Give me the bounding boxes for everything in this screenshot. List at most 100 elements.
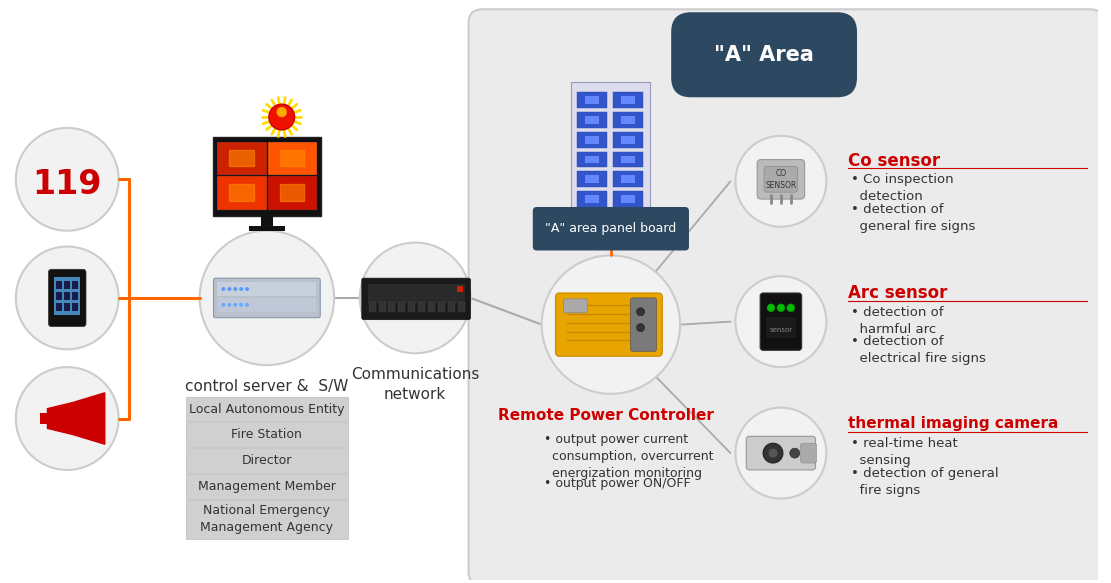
Bar bbox=[621, 116, 634, 124]
Text: • output power ON/OFF: • output power ON/OFF bbox=[543, 477, 690, 490]
Circle shape bbox=[735, 276, 827, 367]
Bar bbox=[268, 176, 318, 210]
Text: Management Member: Management Member bbox=[198, 480, 336, 493]
FancyBboxPatch shape bbox=[801, 443, 817, 463]
Bar bbox=[408, 302, 416, 312]
Bar bbox=[621, 136, 634, 144]
Circle shape bbox=[735, 408, 827, 498]
Circle shape bbox=[360, 243, 471, 353]
Circle shape bbox=[777, 304, 784, 312]
Bar bbox=[72, 292, 78, 300]
Polygon shape bbox=[229, 184, 254, 201]
Bar bbox=[249, 226, 284, 231]
Bar bbox=[186, 474, 348, 498]
Polygon shape bbox=[72, 393, 104, 444]
Bar bbox=[578, 132, 607, 147]
Circle shape bbox=[277, 107, 287, 117]
FancyBboxPatch shape bbox=[533, 207, 689, 251]
Text: thermal imaging camera: thermal imaging camera bbox=[848, 416, 1059, 431]
Circle shape bbox=[239, 287, 243, 291]
Circle shape bbox=[787, 304, 794, 312]
Circle shape bbox=[228, 287, 231, 291]
Bar bbox=[389, 302, 396, 312]
Bar bbox=[621, 195, 634, 203]
FancyBboxPatch shape bbox=[760, 293, 802, 350]
Bar bbox=[448, 302, 454, 312]
Bar bbox=[57, 303, 62, 311]
Text: Co sensor: Co sensor bbox=[848, 152, 940, 170]
Bar bbox=[186, 448, 348, 473]
Bar bbox=[578, 92, 607, 108]
Circle shape bbox=[542, 255, 680, 394]
Bar bbox=[457, 286, 462, 292]
Text: • Co inspection
  detection: • Co inspection detection bbox=[851, 173, 953, 203]
Text: Director: Director bbox=[242, 454, 292, 467]
Bar bbox=[585, 116, 599, 124]
Bar bbox=[72, 281, 78, 289]
Polygon shape bbox=[280, 150, 304, 167]
Bar bbox=[458, 302, 464, 312]
Bar bbox=[369, 302, 376, 312]
Bar bbox=[218, 142, 267, 175]
Bar bbox=[585, 96, 599, 104]
Text: National Emergency
Management Agency: National Emergency Management Agency bbox=[200, 504, 333, 535]
Bar bbox=[578, 171, 607, 187]
Circle shape bbox=[233, 287, 238, 291]
Circle shape bbox=[16, 367, 119, 470]
Bar bbox=[613, 112, 642, 128]
FancyBboxPatch shape bbox=[758, 160, 804, 199]
Bar bbox=[379, 302, 386, 312]
FancyBboxPatch shape bbox=[747, 436, 815, 470]
Bar bbox=[64, 281, 70, 289]
Circle shape bbox=[221, 287, 226, 291]
Bar bbox=[64, 292, 70, 300]
Circle shape bbox=[246, 303, 249, 307]
Polygon shape bbox=[48, 403, 72, 434]
Text: Remote Power Controller: Remote Power Controller bbox=[498, 408, 714, 423]
Bar bbox=[613, 152, 642, 167]
Text: Local Autonomous Entity: Local Autonomous Entity bbox=[189, 403, 344, 416]
Bar bbox=[578, 191, 607, 207]
Circle shape bbox=[767, 304, 775, 312]
Bar bbox=[218, 282, 317, 296]
Circle shape bbox=[233, 303, 238, 307]
Bar bbox=[613, 92, 642, 108]
Circle shape bbox=[228, 303, 231, 307]
Bar bbox=[621, 96, 634, 104]
Bar bbox=[186, 500, 348, 539]
Bar bbox=[438, 302, 444, 312]
Bar bbox=[64, 303, 70, 311]
Text: • detection of
  general fire signs: • detection of general fire signs bbox=[851, 203, 975, 233]
FancyBboxPatch shape bbox=[764, 167, 798, 192]
Bar bbox=[218, 298, 317, 312]
Bar bbox=[54, 277, 80, 315]
Bar bbox=[613, 171, 642, 187]
Circle shape bbox=[790, 448, 800, 458]
Bar bbox=[585, 136, 599, 144]
Text: sensor: sensor bbox=[769, 326, 792, 332]
Text: Fire Station: Fire Station bbox=[231, 429, 302, 441]
Bar bbox=[212, 137, 321, 216]
Bar bbox=[585, 195, 599, 203]
Circle shape bbox=[637, 324, 644, 332]
Circle shape bbox=[768, 448, 778, 458]
Circle shape bbox=[239, 303, 243, 307]
Bar bbox=[261, 216, 273, 228]
Bar bbox=[72, 303, 78, 311]
Text: CO
SENSOR: CO SENSOR bbox=[765, 169, 797, 189]
Bar bbox=[621, 175, 634, 183]
Bar bbox=[428, 302, 434, 312]
Circle shape bbox=[16, 247, 119, 349]
Bar bbox=[40, 413, 49, 424]
Text: control server &  S/W: control server & S/W bbox=[186, 379, 349, 394]
Bar bbox=[585, 175, 599, 183]
Bar bbox=[585, 156, 599, 163]
Bar bbox=[578, 152, 607, 167]
Bar bbox=[217, 141, 318, 210]
Bar bbox=[621, 156, 634, 163]
Text: • real-time heat
  sensing: • real-time heat sensing bbox=[851, 437, 958, 468]
Text: "A" area panel board: "A" area panel board bbox=[546, 222, 677, 235]
Text: • detection of
  electrical fire signs: • detection of electrical fire signs bbox=[851, 335, 985, 366]
Circle shape bbox=[200, 231, 334, 365]
Circle shape bbox=[246, 287, 249, 291]
